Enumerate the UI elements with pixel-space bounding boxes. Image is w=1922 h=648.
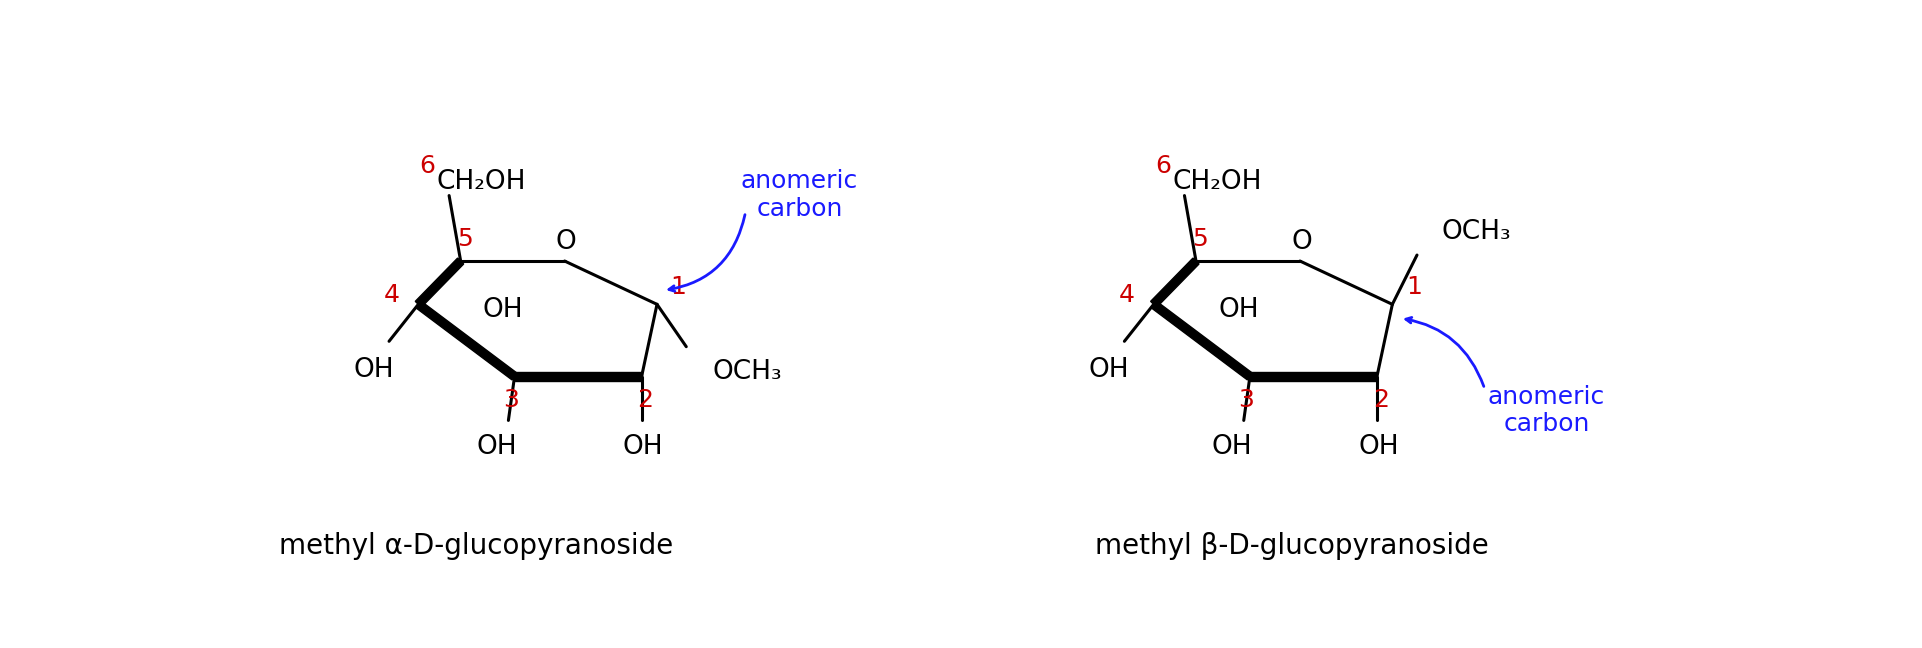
Text: 1: 1 <box>671 275 686 299</box>
Text: 2: 2 <box>638 388 653 411</box>
Text: 6: 6 <box>1155 154 1170 178</box>
Text: CH₂OH: CH₂OH <box>436 168 527 194</box>
Polygon shape <box>415 258 463 307</box>
Polygon shape <box>1151 258 1199 307</box>
Text: OH: OH <box>477 434 517 459</box>
Text: OCH₃: OCH₃ <box>713 359 782 385</box>
Text: OH: OH <box>623 434 663 459</box>
Text: methyl α-D-glucopyranoside: methyl α-D-glucopyranoside <box>279 532 673 560</box>
Text: OH: OH <box>354 357 394 383</box>
Text: 4: 4 <box>1119 283 1134 307</box>
Text: OH: OH <box>1359 434 1399 459</box>
Text: 4: 4 <box>382 283 400 307</box>
Text: OH: OH <box>1213 434 1253 459</box>
Text: OCH₃: OCH₃ <box>1442 219 1511 245</box>
Text: O: O <box>1292 229 1313 255</box>
Text: 3: 3 <box>1238 388 1253 411</box>
Text: anomeric
carbon: anomeric carbon <box>1488 385 1605 437</box>
Text: methyl β-D-glucopyranoside: methyl β-D-glucopyranoside <box>1096 532 1490 560</box>
Polygon shape <box>515 373 642 381</box>
Polygon shape <box>415 301 517 380</box>
Text: O: O <box>555 229 577 255</box>
Text: OH: OH <box>1088 357 1130 383</box>
Text: 2: 2 <box>1372 388 1390 411</box>
Polygon shape <box>1151 301 1253 380</box>
Text: 3: 3 <box>504 388 519 411</box>
Text: CH₂OH: CH₂OH <box>1172 168 1261 194</box>
Text: 5: 5 <box>457 227 473 251</box>
Polygon shape <box>1249 373 1376 381</box>
Text: OH: OH <box>482 297 523 323</box>
Text: 6: 6 <box>419 154 436 178</box>
Text: anomeric
carbon: anomeric carbon <box>740 169 857 221</box>
Text: 1: 1 <box>1407 275 1422 299</box>
Text: 5: 5 <box>1192 227 1207 251</box>
Text: OH: OH <box>1219 297 1259 323</box>
